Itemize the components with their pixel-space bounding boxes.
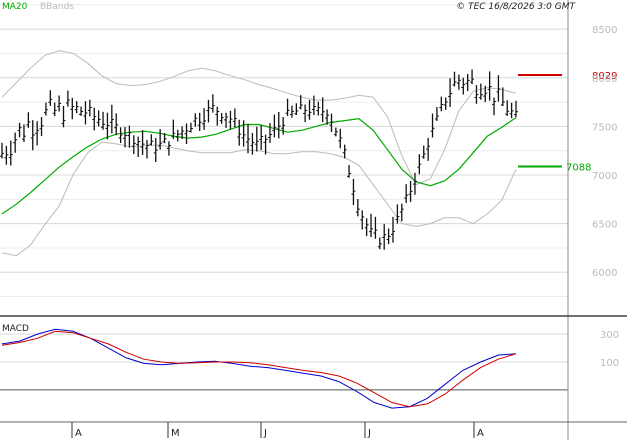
x-tick-label: A <box>75 428 82 439</box>
price-tick-label: 7000 <box>592 171 617 182</box>
macd-axis-labels: 300 100 <box>600 330 619 369</box>
signal-line <box>1 330 517 408</box>
macd-tick-label: 300 <box>600 330 619 341</box>
macd-panel-grid <box>0 333 568 391</box>
ma20-legend-label: MA20 <box>2 2 28 12</box>
price-tick-label: 7500 <box>592 122 617 133</box>
price-axis-labels: 8500 8000 7500 7000 6500 6000 <box>592 25 617 279</box>
chart-header: MA20 BBands © TEC 16/8/2026 3:0 GMT <box>2 2 577 12</box>
x-tick-label: J <box>367 428 371 439</box>
copyright-text: © TEC 16/8/2026 3:0 GMT <box>456 2 576 12</box>
x-tick-label: J <box>263 428 267 439</box>
level-lines: 8029 7088 <box>518 71 617 173</box>
x-tick-label: M <box>171 428 180 439</box>
macd-label: MACD <box>2 324 29 334</box>
resistance-level-label: 8029 <box>592 71 617 82</box>
price-tick-label: 6500 <box>592 220 617 231</box>
bbands-lower-line <box>1 141 517 257</box>
price-bars <box>0 69 518 250</box>
ma20-line <box>1 117 517 215</box>
x-tick-label: A <box>477 428 484 439</box>
bbands-legend-label: BBands <box>40 2 74 12</box>
macd-tick-label: 100 <box>600 358 619 369</box>
price-tick-label: 8500 <box>592 25 617 36</box>
support-level-label: 7088 <box>566 162 591 173</box>
bbands-upper-line <box>1 50 517 186</box>
price-tick-label: 8000 <box>592 74 617 85</box>
price-tick-label: 6000 <box>592 268 617 279</box>
